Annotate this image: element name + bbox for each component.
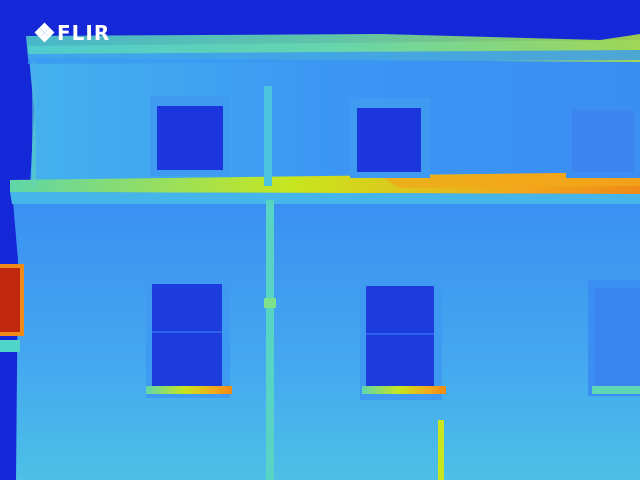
- flir-diamond-icon: [34, 22, 55, 43]
- drain-pipe-right: [438, 420, 444, 480]
- lower-wall: [12, 186, 640, 480]
- window-lower-2: [366, 286, 434, 390]
- flir-logo: FLIR: [34, 20, 111, 46]
- drain-pipe-lower: [266, 200, 274, 480]
- window-upper-3: [572, 110, 634, 172]
- drain-pipe-upper: [264, 86, 272, 186]
- window-lower-2-sill: [362, 386, 446, 394]
- window-lower-1-sill: [146, 386, 232, 394]
- hot-spot: [0, 268, 20, 332]
- window-upper-2: [357, 108, 421, 172]
- window-lower-1: [152, 284, 222, 388]
- window-lower-3: [594, 288, 640, 388]
- logo-wordmark: FLIR: [57, 21, 111, 45]
- window-upper-1: [157, 106, 223, 170]
